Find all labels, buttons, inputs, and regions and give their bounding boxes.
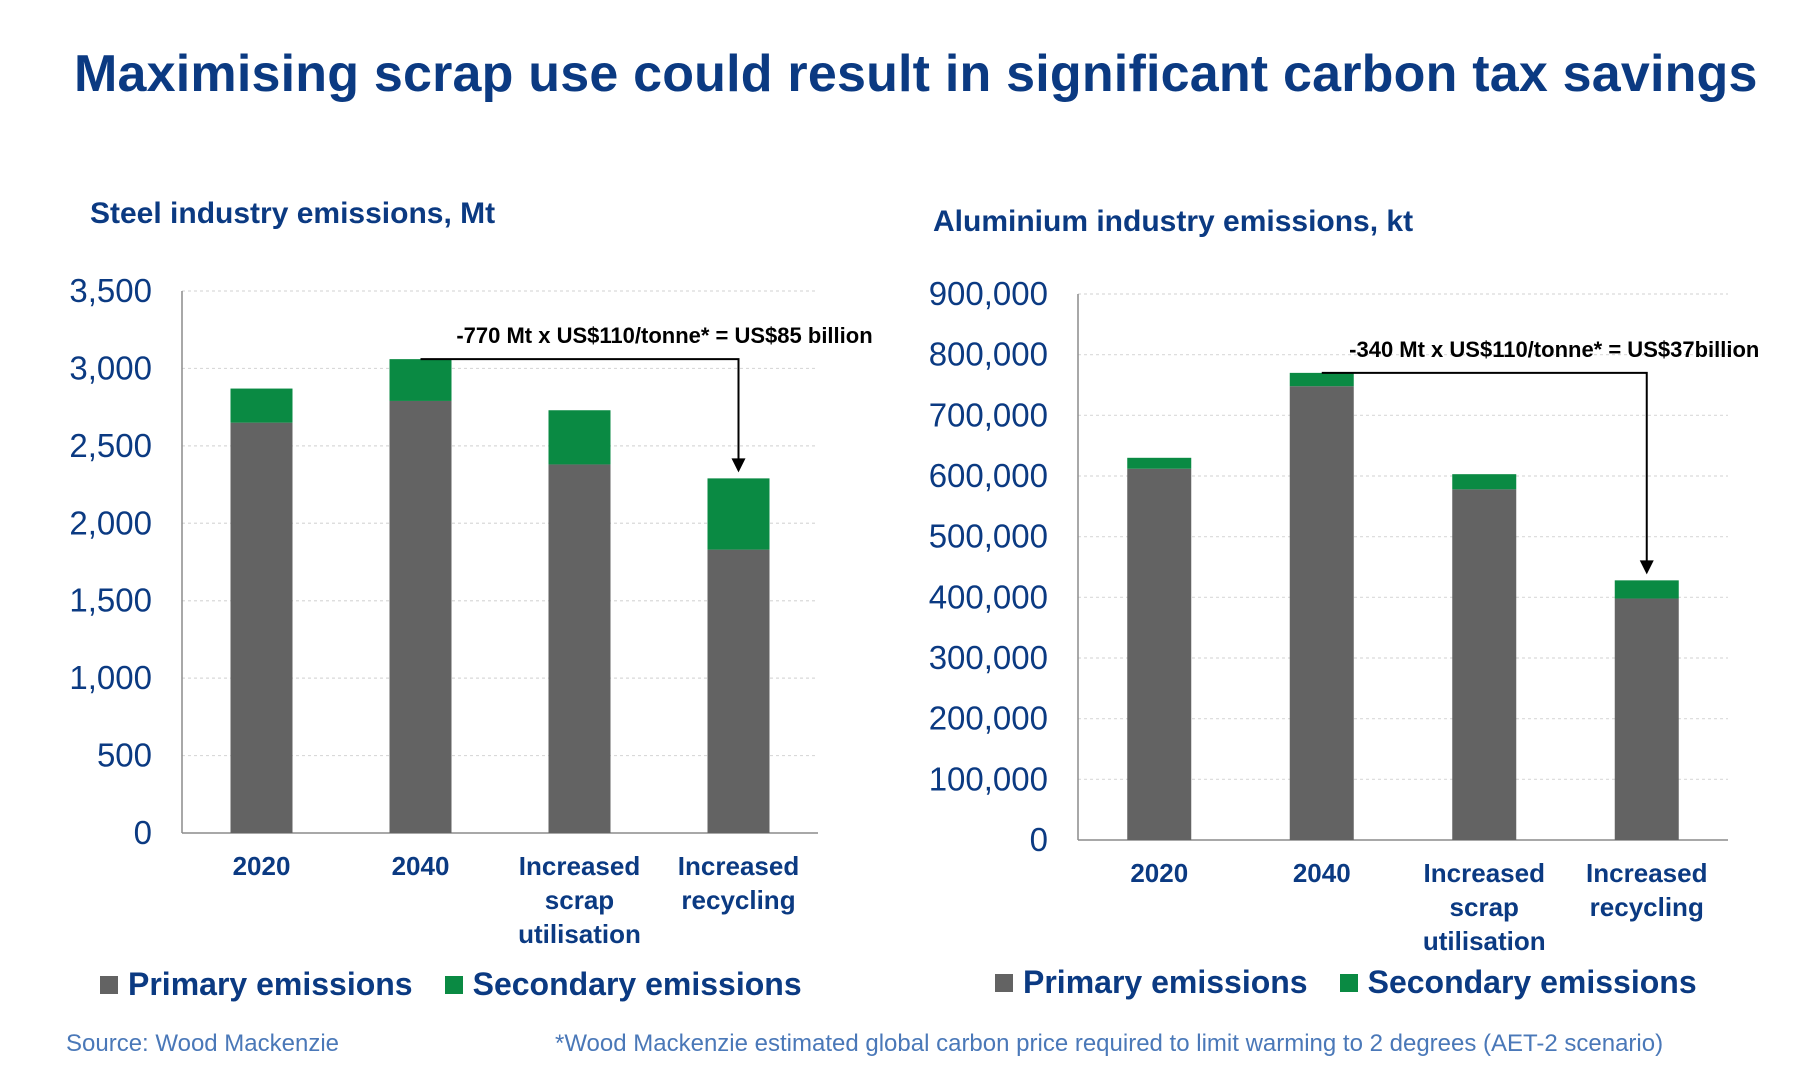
steel-bar-secondary [707, 478, 770, 550]
aluminium-bar-secondary [1452, 474, 1517, 490]
legend-primary-label: Primary emissions [1023, 964, 1308, 1000]
steel-annotation-text: -770 Mt x US$110/tonne* = US$85 billion [456, 323, 872, 348]
aluminium-arrowhead [1639, 560, 1654, 575]
aluminium-ytick-label: 600,000 [929, 457, 1048, 494]
aluminium-ytick-label: 800,000 [929, 336, 1048, 373]
steel-bar-primary [548, 464, 611, 833]
steel-legend: Primary emissions Secondary emissions [100, 966, 802, 1003]
aluminium-legend-primary: Primary emissions [995, 964, 1308, 1001]
steel-ytick-label: 3,500 [69, 272, 152, 309]
steel-bar-primary [230, 422, 293, 833]
steel-legend-primary: Primary emissions [100, 966, 413, 1003]
steel-bar-secondary [389, 359, 452, 401]
steel-bar-secondary [548, 410, 611, 465]
aluminium-category-label: Increased recycling [1586, 858, 1707, 922]
footnote: *Wood Mackenzie estimated global carbon … [555, 1030, 1664, 1057]
steel-bar-secondary [230, 388, 293, 423]
steel-bar-primary [389, 400, 452, 833]
secondary-swatch [444, 975, 463, 994]
aluminium-ytick-label: 300,000 [929, 639, 1048, 676]
steel-annotation-arrow [420, 358, 740, 461]
aluminium-ytick-label: 700,000 [929, 396, 1048, 433]
steel-category-label: 2040 [392, 851, 450, 881]
steel-category-label: Increased recycling [678, 851, 799, 915]
aluminium-ytick-label: 100,000 [929, 760, 1048, 797]
steel-chart-title: Steel industry emissions, Mt [90, 197, 496, 230]
aluminium-bar-primary [1614, 598, 1679, 840]
aluminium-bar-primary [1289, 386, 1354, 840]
secondary-swatch [1339, 973, 1358, 992]
steel-arrowhead [731, 458, 746, 473]
steel-ytick-label: 2,000 [69, 504, 152, 541]
aluminium-bar-secondary [1289, 372, 1354, 387]
aluminium-category-label: 2040 [1293, 858, 1351, 888]
steel-bar-primary [707, 549, 770, 833]
aluminium-bar-secondary [1127, 457, 1192, 469]
aluminium-category-label: 2020 [1130, 858, 1188, 888]
aluminium-ytick-label: 0 [1030, 821, 1048, 858]
primary-swatch [995, 973, 1013, 992]
aluminium-ytick-label: 900,000 [929, 275, 1048, 312]
aluminium-category-label: Increased scrap utilisation [1423, 858, 1546, 956]
aluminium-annotation-arrow [1321, 371, 1648, 563]
steel-ytick-label: 2,500 [69, 427, 152, 464]
steel-category-label: Increased scrap utilisation [518, 851, 641, 949]
legend-secondary-label: Secondary emissions [1367, 964, 1697, 1000]
aluminium-annotation-text: -340 Mt x US$110/tonne* = US$37billion [1349, 337, 1759, 362]
source-note: Source: Wood Mackenzie [66, 1030, 340, 1057]
aluminium-ytick-label: 400,000 [929, 578, 1048, 615]
aluminium-ytick-label: 500,000 [929, 518, 1048, 555]
aluminium-legend: Primary emissions Secondary emissions [995, 964, 1697, 1001]
aluminium-bar-primary [1127, 468, 1192, 840]
aluminium-ytick-label: 200,000 [929, 700, 1048, 737]
primary-swatch [100, 975, 118, 994]
steel-ytick-label: 3,000 [69, 349, 152, 386]
steel-ytick-label: 1,500 [69, 582, 152, 619]
aluminium-bar-primary [1452, 489, 1517, 840]
steel-ytick-label: 0 [134, 814, 152, 851]
steel-legend-secondary: Secondary emissions [444, 966, 802, 1003]
legend-primary-label: Primary emissions [128, 966, 413, 1002]
legend-secondary-label: Secondary emissions [472, 966, 802, 1002]
steel-ytick-label: 1,000 [69, 659, 152, 696]
steel-category-label: 2020 [233, 851, 291, 881]
page-title: Maximising scrap use could result in sig… [74, 45, 1758, 103]
aluminium-bar-secondary [1614, 580, 1679, 599]
aluminium-chart-title: Aluminium industry emissions, kt [933, 205, 1414, 238]
steel-ytick-label: 500 [97, 737, 152, 774]
aluminium-legend-secondary: Secondary emissions [1339, 964, 1697, 1001]
